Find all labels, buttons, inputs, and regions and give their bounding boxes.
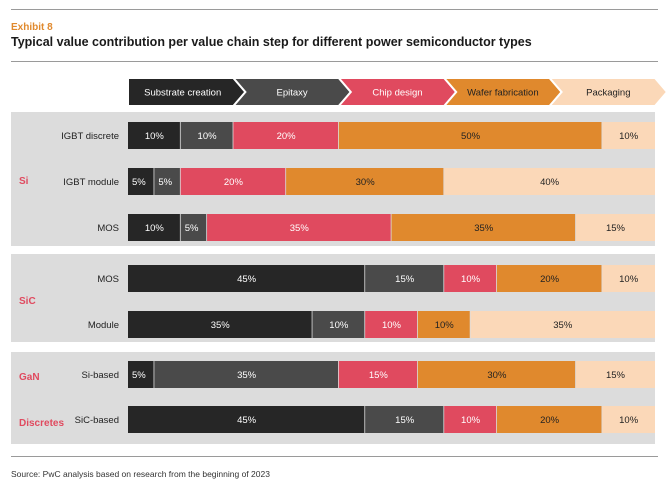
step-chevron-packaging [547, 77, 669, 107]
bar-value-label-si-igbt-discrete-epitaxy: 10% [198, 131, 218, 142]
bar-value-label-si-igbt-module-packaging: 40% [540, 177, 560, 188]
bar-value-label-si-mos-substrate-creation: 10% [145, 223, 165, 234]
bar-value-label-gan-discretes-sic-based-packaging: 10% [619, 415, 639, 426]
bar-segment-si-igbt-discrete-packaging [602, 122, 655, 149]
bar-segment-sic-module-epitaxy [312, 311, 365, 338]
bar-segment-gan-discretes-sic-based-wafer-fabrication [496, 406, 602, 433]
bar-value-label-si-igbt-discrete-substrate-creation: 10% [145, 131, 165, 142]
bar-segment-sic-mos-wafer-fabrication [496, 265, 602, 292]
source-note: Source: PwC analysis based on research f… [11, 469, 270, 479]
chart-title: Typical value contribution per value cha… [11, 35, 532, 49]
group-label-si: Si [19, 176, 29, 187]
bar-segment-si-igbt-module-packaging [444, 168, 655, 195]
bar-segment-si-igbt-module-epitaxy [154, 168, 180, 195]
title-rule [11, 61, 658, 62]
bar-value-label-gan-discretes-si-based-substrate-creation: 5% [132, 370, 146, 381]
bar-segment-si-igbt-discrete-chip-design [233, 122, 338, 149]
bar-segment-sic-mos-packaging [602, 265, 655, 292]
bar-value-label-gan-discretes-sic-based-wafer-fabrication: 20% [540, 415, 560, 426]
bar-segment-sic-module-wafer-fabrication [417, 311, 470, 338]
bar-value-label-sic-module-chip-design: 10% [382, 320, 402, 331]
bar-segment-gan-discretes-sic-based-substrate-creation [128, 406, 365, 433]
bar-segment-gan-discretes-si-based-packaging [575, 361, 655, 388]
bar-value-label-sic-module-packaging: 35% [553, 320, 573, 331]
bar-segment-si-mos-epitaxy [180, 214, 207, 241]
bar-segment-sic-module-packaging [470, 311, 655, 338]
bar-value-label-si-igbt-module-substrate-creation: 5% [132, 177, 146, 188]
bar-value-label-si-mos-wafer-fabrication: 35% [474, 223, 494, 234]
row-label-si-mos: MOS [97, 223, 119, 234]
exhibit-number: Exhibit 8 [11, 22, 53, 33]
bar-value-label-gan-discretes-sic-based-chip-design: 10% [461, 415, 481, 426]
bar-segment-sic-mos-chip-design [444, 265, 497, 292]
footer-rule [11, 456, 658, 457]
bar-value-label-sic-mos-wafer-fabrication: 20% [540, 274, 560, 285]
step-label-packaging: Packaging [586, 88, 630, 99]
bar-value-label-sic-module-epitaxy: 10% [329, 320, 349, 331]
bar-value-label-sic-mos-chip-design: 10% [461, 274, 481, 285]
bar-value-label-si-mos-epitaxy: 5% [185, 223, 199, 234]
bar-value-label-si-mos-packaging: 15% [606, 223, 626, 234]
bar-segment-sic-module-chip-design [365, 311, 418, 338]
step-label-wafer-fabrication: Wafer fabrication [467, 88, 538, 99]
bar-segment-si-mos-wafer-fabrication [391, 214, 576, 241]
bar-value-label-gan-discretes-si-based-wafer-fabrication: 30% [487, 370, 507, 381]
bar-value-label-gan-discretes-si-based-chip-design: 15% [369, 370, 389, 381]
bar-segment-gan-discretes-si-based-substrate-creation [128, 361, 154, 388]
group-label-discretes: Discretes [19, 418, 64, 429]
bar-segment-si-igbt-module-chip-design [180, 168, 286, 195]
bar-segment-si-mos-substrate-creation [128, 214, 180, 241]
bar-segment-gan-discretes-si-based-wafer-fabrication [417, 361, 576, 388]
bar-value-label-gan-discretes-si-based-packaging: 15% [606, 370, 626, 381]
row-label-si-igbt-module: IGBT module [63, 177, 119, 188]
bar-segment-si-igbt-module-wafer-fabrication [286, 168, 444, 195]
step-label-epitaxy: Epitaxy [277, 88, 308, 99]
bar-segment-sic-module-substrate-creation [128, 311, 312, 338]
bar-segment-si-mos-chip-design [207, 214, 391, 241]
bar-value-label-gan-discretes-sic-based-epitaxy: 15% [395, 415, 415, 426]
step-label-chip-design: Chip design [372, 88, 422, 99]
bar-value-label-gan-discretes-sic-based-substrate-creation: 45% [237, 415, 257, 426]
bar-value-label-si-igbt-module-chip-design: 20% [224, 177, 244, 188]
bar-segment-gan-discretes-si-based-epitaxy [154, 361, 338, 388]
bar-value-label-sic-mos-packaging: 10% [619, 274, 639, 285]
bar-value-label-si-igbt-discrete-wafer-fabrication: 50% [461, 131, 481, 142]
group-label-gan: GaN [19, 372, 40, 383]
bar-value-label-si-igbt-module-wafer-fabrication: 30% [356, 177, 376, 188]
bar-segment-si-igbt-discrete-epitaxy [180, 122, 233, 149]
bar-segment-si-igbt-module-substrate-creation [128, 168, 154, 195]
bar-value-label-gan-discretes-si-based-epitaxy: 35% [237, 370, 257, 381]
row-label-gan-discretes-si-based: Si-based [82, 370, 120, 381]
row-label-sic-mos: MOS [97, 274, 119, 285]
row-label-gan-discretes-sic-based: SiC-based [75, 415, 119, 426]
bar-value-label-sic-mos-substrate-creation: 45% [237, 274, 257, 285]
bar-value-label-si-igbt-module-epitaxy: 5% [158, 177, 172, 188]
group-label-sic: SiC [19, 296, 36, 307]
bar-value-label-sic-mos-epitaxy: 15% [395, 274, 415, 285]
bar-segment-si-mos-packaging [575, 214, 655, 241]
bar-value-label-si-igbt-discrete-chip-design: 20% [277, 131, 297, 142]
top-rule [11, 9, 658, 10]
bar-segment-sic-mos-epitaxy [365, 265, 444, 292]
bar-value-label-si-mos-chip-design: 35% [290, 223, 310, 234]
bar-value-label-sic-module-wafer-fabrication: 10% [435, 320, 455, 331]
bar-value-label-sic-module-substrate-creation: 35% [211, 320, 231, 331]
bar-segment-gan-discretes-sic-based-epitaxy [365, 406, 444, 433]
row-label-sic-module: Module [88, 320, 119, 331]
bar-segment-gan-discretes-sic-based-packaging [602, 406, 655, 433]
bar-value-label-si-igbt-discrete-packaging: 10% [619, 131, 639, 142]
bar-segment-gan-discretes-sic-based-chip-design [444, 406, 497, 433]
bar-segment-gan-discretes-si-based-chip-design [338, 361, 418, 388]
row-label-si-igbt-discrete: IGBT discrete [61, 131, 119, 142]
step-label-substrate-creation: Substrate creation [144, 88, 221, 99]
bar-segment-si-igbt-discrete-wafer-fabrication [338, 122, 602, 149]
bar-segment-si-igbt-discrete-substrate-creation [128, 122, 180, 149]
bar-segment-sic-mos-substrate-creation [128, 265, 365, 292]
